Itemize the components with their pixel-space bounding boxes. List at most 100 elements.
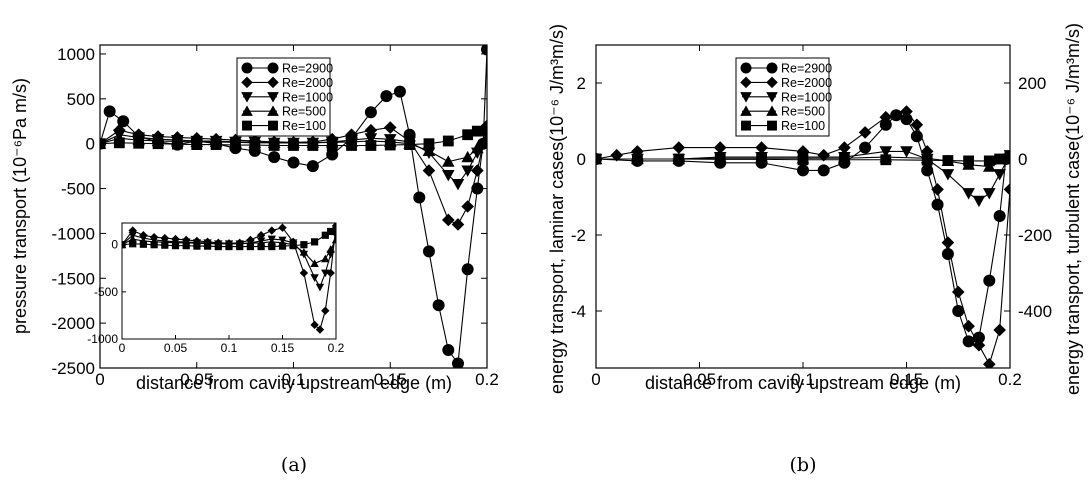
panel-b-legend-marker-0 <box>740 62 752 74</box>
panel-b-point-4-13 <box>1004 151 1010 163</box>
panel-a-legend-marker-1 <box>241 76 253 89</box>
panel-a-point-4-17 <box>423 138 435 150</box>
panel-a-point-0-10 <box>268 151 281 164</box>
panel-a-point-4-3 <box>152 138 164 150</box>
panel-b-legend-marker-b-3 <box>766 105 778 116</box>
inset-point-3-21 <box>332 226 336 235</box>
panel-a-legend-marker-b-0 <box>267 62 279 74</box>
panel-a-point-3-17 <box>422 144 436 156</box>
panel-a-legend-label: Re=2900 <box>282 62 333 76</box>
panel-b-point-4-0 <box>596 153 602 165</box>
inset-ytick-label: -500 <box>94 285 118 299</box>
panel-a-point-4-13 <box>346 140 357 151</box>
panel-a-point-4-9 <box>268 140 280 151</box>
panel-a-point-0-1 <box>103 105 116 118</box>
panel-a-point-3-21 <box>480 132 487 145</box>
panel-a-legend-marker-0 <box>241 62 253 74</box>
panel-a-point-0-22 <box>442 344 455 357</box>
inset-point-0-19 <box>315 325 325 334</box>
panel-a-series-line-4 <box>100 129 487 147</box>
panel-a-point-0-21 <box>432 299 445 312</box>
panel-b-series-Re=100 <box>596 151 1010 167</box>
panel-a-series-Re=100 <box>100 124 487 151</box>
panel-a-point-0-12 <box>306 160 319 173</box>
panel-a-point-2-19 <box>451 178 465 191</box>
inset-xtick-label: 0 <box>119 341 126 355</box>
panel-a-y-axis-label: pressure transport (10⁻⁶Pa m/s) <box>10 78 30 334</box>
inset-point-2-19 <box>321 254 330 263</box>
panel-b-point-0-5 <box>797 164 809 177</box>
panel-a-point-2-18 <box>442 169 455 182</box>
panel-b-point-1-3 <box>672 141 686 154</box>
panel-b-ytick-label: -4 <box>571 302 586 321</box>
panel-b-ytick-label: 0 <box>577 150 586 169</box>
inset-point-3-5 <box>171 242 180 250</box>
inset-point-1-20 <box>321 269 330 278</box>
inset-point-3-6 <box>182 242 190 250</box>
panel-a-series-line-0 <box>100 49 487 366</box>
panel-b-point-4-2 <box>673 153 685 165</box>
inset-point-3-15 <box>278 242 287 250</box>
panel-b-point-1-21 <box>1003 183 1010 196</box>
panel-a-point-4-20 <box>471 125 483 137</box>
inset-point-0-15 <box>278 223 287 232</box>
inset-series-Re=100 <box>122 226 336 251</box>
panel-a-legend-label: Re=2000 <box>282 76 333 90</box>
inset-xtick-label: 0.2 <box>328 341 345 355</box>
panel-b-x-axis-label: distance from cavity upstream edge (m) <box>645 373 961 393</box>
panel-a-point-0-11 <box>287 156 300 169</box>
panel-b-point-4-3 <box>714 153 726 165</box>
panel-a-xtick-label: 0.2 <box>475 370 499 389</box>
panel-a-legend-marker-2 <box>241 92 253 103</box>
inset-point-3-16 <box>289 242 297 250</box>
panel-b-legend-marker-b-2 <box>766 92 778 103</box>
inset-point-3-0 <box>122 241 126 249</box>
panel-b-xtick-label: 0.05 <box>683 370 716 389</box>
panel-a-legend-marker-b-3 <box>267 105 279 116</box>
panel-a-point-3-18 <box>442 155 455 167</box>
panel-b-legend-marker-2 <box>740 92 752 103</box>
panel-a-legend-marker-b-4 <box>268 120 278 131</box>
panel-b-xtick-label: 0.15 <box>890 370 923 389</box>
inset-point-0-13 <box>256 231 266 240</box>
panel-b-point-2-10 <box>941 169 955 181</box>
inset-series-line-2 <box>122 238 336 265</box>
panel-b-right-y-axis-label: energy transport, turbulent case(10⁻⁶ J/… <box>1063 23 1083 395</box>
panel-b-point-4-11 <box>983 155 995 167</box>
panel-b-point-1-11 <box>900 105 913 118</box>
panel-b-point-1-6 <box>796 145 810 158</box>
panel-b-legend-label: Re=2000 <box>781 76 832 90</box>
panel-a-point-3-20 <box>471 141 484 154</box>
panel-b-point-1-14 <box>931 183 944 196</box>
panel-a-point-4-11 <box>307 140 319 151</box>
panel-a-point-4-4 <box>172 138 183 150</box>
inset-xtick-label: 0.05 <box>164 341 188 355</box>
inset-ytick-label: -1000 <box>87 332 118 346</box>
panel-b-point-1-15 <box>941 236 955 249</box>
inset-point-3-18 <box>311 238 319 246</box>
panel-a-point-0-19 <box>413 191 426 204</box>
panel-a-point-0-25 <box>471 182 484 195</box>
panel-b-series-Re=2900 <box>596 109 1010 348</box>
panel-a-point-4-8 <box>249 139 261 151</box>
panel-b-legend-marker-3 <box>740 105 752 116</box>
panel-b-point-1-8 <box>838 141 851 154</box>
panel-b-point-1-4 <box>713 141 727 154</box>
panel-b-legend-label: Re=500 <box>781 105 825 119</box>
panel-a-point-0-16 <box>380 90 393 103</box>
panel-b-point-4-5 <box>797 154 809 166</box>
inset-point-3-19 <box>321 231 329 239</box>
panel-a-point-4-21 <box>481 124 487 136</box>
inset-point-3-13 <box>257 242 265 251</box>
panel-a-point-1-21 <box>471 164 484 177</box>
panel-b-point-4-12 <box>994 153 1006 165</box>
panel-b-ytick-label: 2 <box>577 74 586 93</box>
panel-a-xtick-label: 0.1 <box>282 370 306 389</box>
panel-b-point-4-6 <box>839 154 850 166</box>
panel-a-ytick-label: -2500 <box>52 359 95 378</box>
panel-a-ytick-label: -500 <box>61 180 95 199</box>
panel-b-point-4-10 <box>963 155 974 167</box>
panel-a-ytick-label: 1000 <box>57 45 95 64</box>
